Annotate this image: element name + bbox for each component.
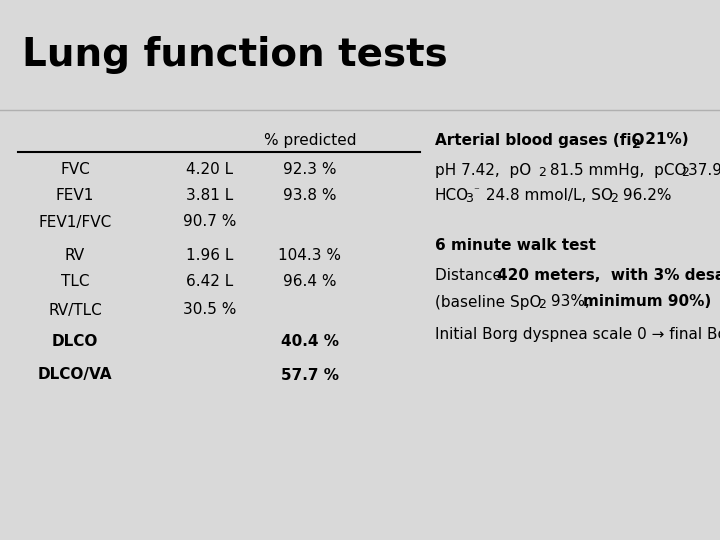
Text: DLCO/VA: DLCO/VA xyxy=(37,368,112,382)
Text: ⁻: ⁻ xyxy=(473,186,479,196)
Text: minimum 90%): minimum 90%) xyxy=(583,294,711,309)
Text: pH 7.42,  pO: pH 7.42, pO xyxy=(435,163,531,178)
Text: 3: 3 xyxy=(465,192,473,205)
Text: RV/TLC: RV/TLC xyxy=(48,302,102,318)
Text: Distance: Distance xyxy=(435,267,507,282)
Text: 92.3 %: 92.3 % xyxy=(283,163,337,178)
Text: 2: 2 xyxy=(610,192,618,205)
Text: 40.4 %: 40.4 % xyxy=(281,334,339,349)
Text: (baseline SpO: (baseline SpO xyxy=(435,294,541,309)
Text: 3.81 L: 3.81 L xyxy=(186,187,233,202)
Text: % predicted: % predicted xyxy=(264,132,356,147)
Text: 90.7 %: 90.7 % xyxy=(184,214,237,230)
Text: 24.8 mmol/L, SO: 24.8 mmol/L, SO xyxy=(481,187,613,202)
Text: 104.3 %: 104.3 % xyxy=(279,247,341,262)
Text: HCO: HCO xyxy=(435,187,469,202)
Text: FEV1: FEV1 xyxy=(56,187,94,202)
Text: 96.4 %: 96.4 % xyxy=(283,274,337,289)
Text: TLC: TLC xyxy=(60,274,89,289)
Text: 21%): 21%) xyxy=(640,132,688,147)
Text: FEV1/FVC: FEV1/FVC xyxy=(38,214,112,230)
Text: Arterial blood gases (fiO: Arterial blood gases (fiO xyxy=(435,132,644,147)
Text: Lung function tests: Lung function tests xyxy=(22,36,448,74)
Text: 2: 2 xyxy=(538,166,546,179)
Text: 93.8 %: 93.8 % xyxy=(283,187,337,202)
Text: Initial Borg dyspnea scale 0 → final Borg 0: Initial Borg dyspnea scale 0 → final Bor… xyxy=(435,327,720,342)
Text: 1.96 L: 1.96 L xyxy=(186,247,234,262)
Text: DLCO: DLCO xyxy=(52,334,98,349)
Text: RV: RV xyxy=(65,247,85,262)
Text: 4.20 L: 4.20 L xyxy=(186,163,233,178)
Bar xyxy=(0,0,720,110)
Text: 6.42 L: 6.42 L xyxy=(186,274,233,289)
Text: 6 minute walk test: 6 minute walk test xyxy=(435,238,596,253)
Text: 81.5 mmHg,  pCO: 81.5 mmHg, pCO xyxy=(545,163,686,178)
Text: 30.5 %: 30.5 % xyxy=(184,302,237,318)
Text: FVC: FVC xyxy=(60,163,90,178)
Text: 420 meters,  with 3% desaturation: 420 meters, with 3% desaturation xyxy=(497,267,720,282)
Text: 2: 2 xyxy=(538,299,546,312)
Text: 96.2%: 96.2% xyxy=(618,187,672,202)
Text: 93%,: 93%, xyxy=(546,294,600,309)
Text: 2: 2 xyxy=(681,166,689,179)
Text: 57.7 %: 57.7 % xyxy=(281,368,339,382)
Text: 2: 2 xyxy=(632,138,641,151)
Text: 37.9 mmHg,: 37.9 mmHg, xyxy=(688,163,720,178)
